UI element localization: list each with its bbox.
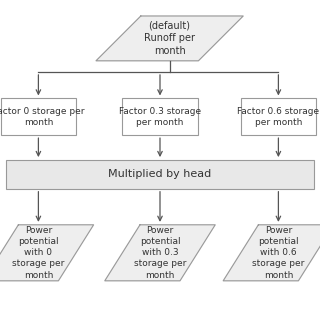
Text: Power
potential
with 0.6
storage per
month: Power potential with 0.6 storage per mon… <box>252 226 305 279</box>
Text: Factor 0 storage per
month: Factor 0 storage per month <box>0 107 84 127</box>
Polygon shape <box>0 225 93 281</box>
Text: Multiplied by head: Multiplied by head <box>108 169 212 180</box>
Text: Factor 0.3 storage
per month: Factor 0.3 storage per month <box>119 107 201 127</box>
Bar <box>6 160 314 189</box>
Polygon shape <box>223 225 320 281</box>
Bar <box>241 98 316 135</box>
Text: Factor 0.6 storage
per month: Factor 0.6 storage per month <box>237 107 319 127</box>
Polygon shape <box>105 225 215 281</box>
Text: Power
potential
with 0
storage per
month: Power potential with 0 storage per month <box>12 226 65 279</box>
Polygon shape <box>96 16 243 61</box>
Bar <box>123 98 197 135</box>
Text: (default)
Runoff per
month: (default) Runoff per month <box>144 21 195 56</box>
Bar <box>1 98 76 135</box>
Text: Power
potential
with 0.3
storage per
month: Power potential with 0.3 storage per mon… <box>134 226 186 279</box>
